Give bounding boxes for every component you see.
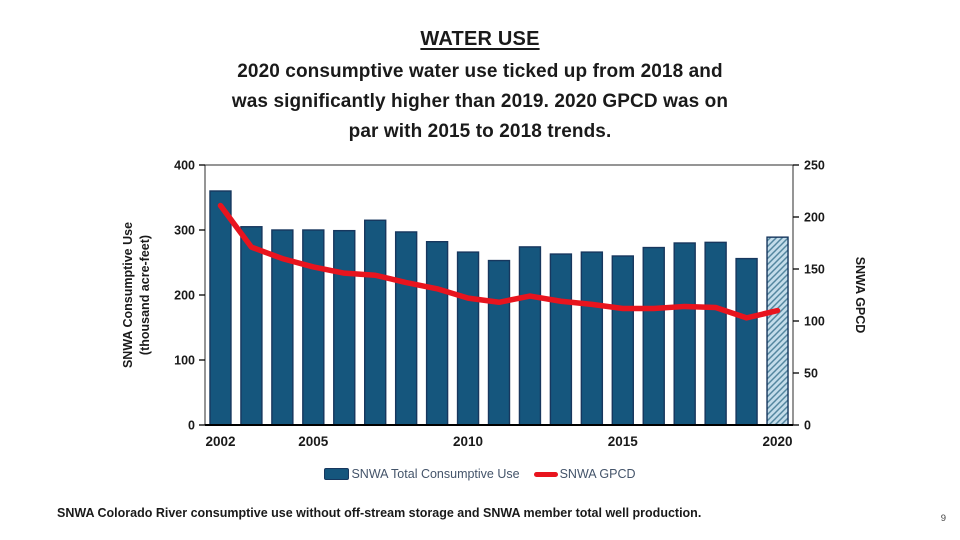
svg-text:200: 200: [174, 289, 195, 303]
svg-text:0: 0: [188, 419, 195, 433]
bar-2007: [364, 219, 387, 426]
bar-2018: [704, 241, 727, 426]
page-number: 9: [940, 513, 946, 524]
bar-2011: [487, 259, 511, 426]
right-axis-title: SNWA GPCD: [853, 257, 867, 334]
x-axis-labels: 2002 2005 2010 2015 2020: [205, 434, 792, 449]
right-axis: 0 50 100 150 200 250: [793, 159, 825, 433]
legend-item-consumptive-use: SNWA Total Consumptive Use: [324, 467, 520, 481]
svg-text:200: 200: [804, 211, 825, 225]
svg-text:100: 100: [174, 354, 195, 368]
legend-label-consumptive-use: SNWA Total Consumptive Use: [351, 467, 520, 481]
subtitle-line-2: was significantly higher than 2019. 2020…: [231, 91, 729, 112]
bar-2009: [425, 240, 449, 426]
bar-2012: [518, 246, 542, 426]
slide-title: WATER USE: [420, 28, 540, 50]
svg-text:2020: 2020: [763, 434, 793, 449]
svg-text:2010: 2010: [453, 434, 483, 449]
bar-2017: [673, 242, 696, 426]
legend-label-gpcd: SNWA GPCD: [559, 467, 636, 481]
bar-2010: [456, 251, 480, 426]
bar-2015: [611, 255, 634, 426]
svg-text:0: 0: [804, 419, 811, 433]
svg-text:2015: 2015: [608, 434, 639, 449]
bar-2005: [302, 229, 325, 426]
title-block: WATER USE 2020 consumptive water use tic…: [0, 28, 960, 147]
svg-text:2005: 2005: [298, 434, 329, 449]
water-use-chart: 0 100 200 300 400 0 50 100 150 200 250 2002 2005 2010…: [121, 159, 867, 450]
left-axis-title-line1: SNWA Consumptive Use: [121, 222, 135, 368]
bar-2020: [766, 236, 789, 426]
svg-text:250: 250: [804, 159, 825, 173]
line-series-swatch-icon: [533, 471, 558, 477]
bar-2008: [394, 231, 418, 426]
svg-text:400: 400: [174, 159, 195, 173]
svg-text:150: 150: [804, 263, 825, 277]
bar-2016: [642, 246, 665, 426]
bar-2002: [209, 190, 232, 426]
chart-legend: SNWA Total Consumptive Use SNWA GPCD: [0, 467, 960, 481]
bar-2019: [735, 257, 758, 426]
gpcd-line: [217, 202, 781, 321]
subtitle-line-3: par with 2015 to 2018 trends.: [348, 121, 612, 142]
svg-text:2002: 2002: [205, 434, 235, 449]
subtitle-line-1: 2020 consumptive water use ticked up fro…: [237, 61, 723, 82]
bar-2014: [580, 251, 604, 426]
legend-item-gpcd: SNWA GPCD: [533, 467, 636, 481]
svg-text:300: 300: [174, 224, 195, 238]
svg-text:50: 50: [804, 367, 818, 381]
bar-2006: [333, 229, 356, 426]
bar-series-swatch-icon: [324, 468, 350, 480]
left-axis: 0 100 200 300 400: [174, 159, 205, 433]
bar-2013: [549, 253, 573, 426]
svg-text:100: 100: [804, 315, 825, 329]
bar-2003: [240, 226, 263, 426]
footer-note: SNWA Colorado River consumptive use with…: [57, 506, 702, 520]
left-axis-title-line2: (thousand acre-feet): [138, 235, 152, 355]
